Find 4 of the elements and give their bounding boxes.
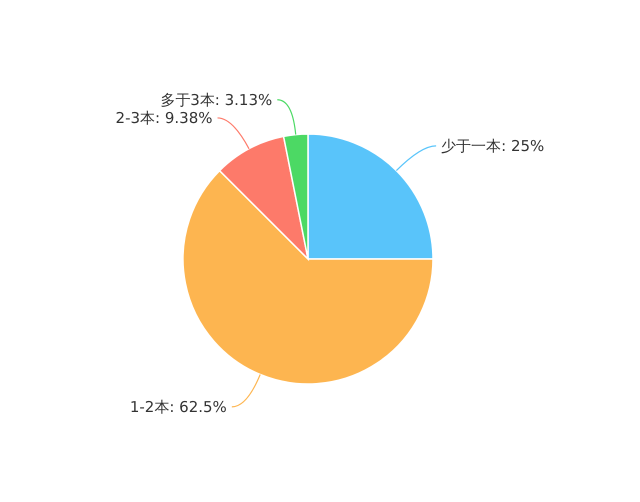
slice-label: 1-2本: 62.5% [130,398,227,416]
slice-label: 多于3本: 3.13% [160,90,272,109]
slice-label: 2-3本: 9.38% [116,108,213,127]
slice-label: 少于一本: 25% [441,136,544,155]
